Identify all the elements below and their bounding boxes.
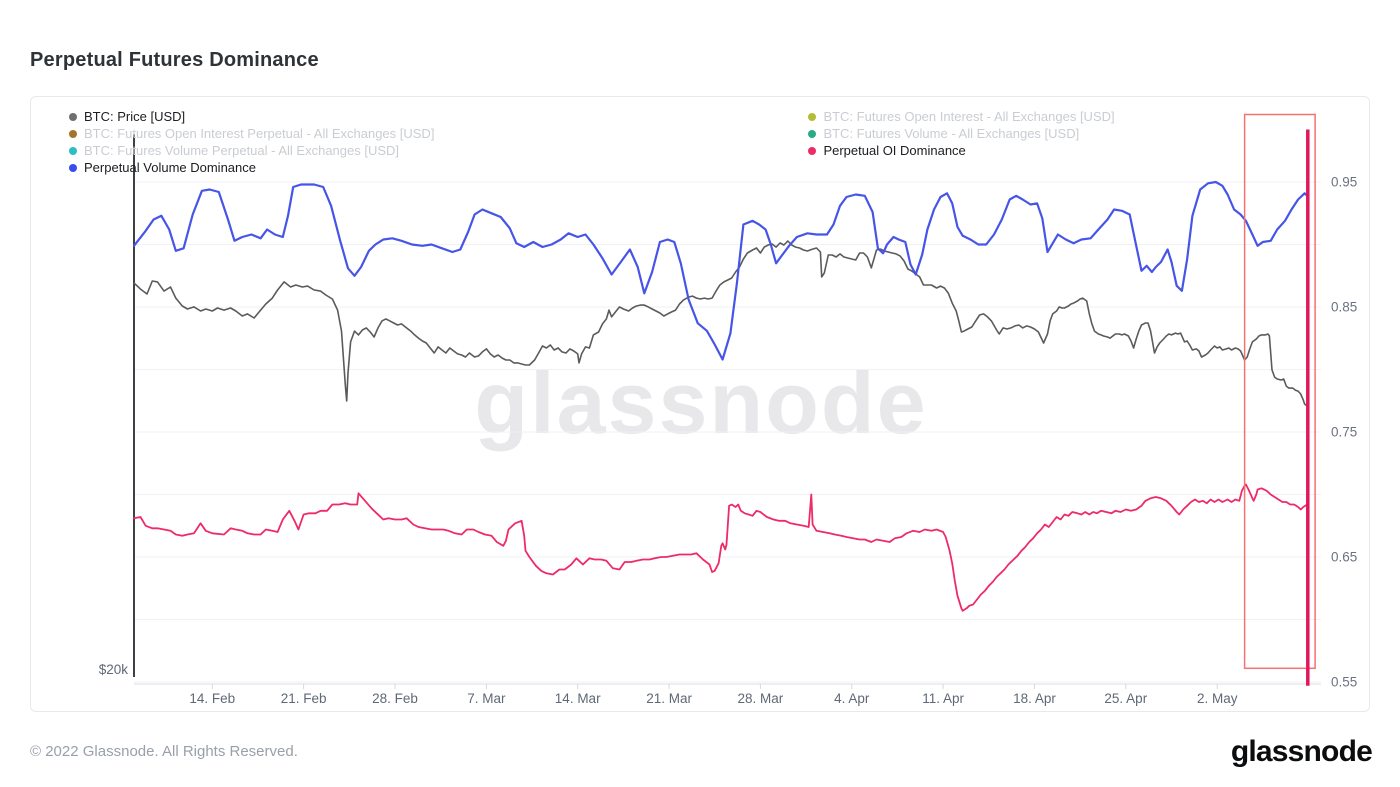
chart-canvas[interactable]: glassnode 14. Feb 21. Feb 28. Feb 7. Mar 14. …	[31, 97, 1369, 711]
series-dot-icon	[69, 163, 77, 172]
page-title: Perpetual Futures Dominance	[30, 49, 319, 72]
svg-text:0.85: 0.85	[1331, 300, 1357, 315]
svg-text:0.65: 0.65	[1331, 550, 1357, 565]
svg-text:0.95: 0.95	[1331, 175, 1357, 190]
svg-text:28. Feb: 28. Feb	[372, 691, 418, 706]
svg-text:28. Mar: 28. Mar	[738, 691, 784, 706]
legend-item-label: Perpetual Volume Dominance	[84, 160, 256, 175]
legend-item-label: BTC: Futures Open Interest - All Exchang…	[823, 109, 1115, 124]
svg-text:glassnode: glassnode	[474, 353, 927, 452]
legend-column-2: BTC: Futures Open Interest - All Exchang…	[808, 108, 1115, 176]
svg-text:21. Mar: 21. Mar	[646, 691, 692, 706]
legend-item-btc-futures-volume-perpetual-all-exchanges-usd[interactable]: BTC: Futures Volume Perpetual - All Exch…	[69, 142, 434, 159]
svg-text:14. Feb: 14. Feb	[189, 691, 235, 706]
svg-text:11. Apr: 11. Apr	[922, 691, 964, 706]
legend-item-btc-futures-open-interest-all-exchanges-usd[interactable]: BTC: Futures Open Interest - All Exchang…	[808, 108, 1115, 125]
legend-item-btc-futures-volume-all-exchanges-usd[interactable]: BTC: Futures Volume - All Exchanges [USD…	[808, 125, 1114, 142]
svg-text:21. Feb: 21. Feb	[281, 691, 327, 706]
series-dot-icon	[808, 129, 817, 138]
svg-text:0.55: 0.55	[1331, 675, 1357, 690]
legend-item-label: Perpetual OI Dominance	[823, 143, 966, 158]
legend-item-perpetual-oi-dominance[interactable]: Perpetual OI Dominance	[808, 142, 1114, 159]
chart-card: glassnode 14. Feb 21. Feb 28. Feb 7. Mar 14. …	[30, 96, 1370, 712]
svg-text:$20k: $20k	[99, 662, 129, 677]
svg-text:2. May: 2. May	[1197, 691, 1238, 706]
footer-copyright: © 2022 Glassnode. All Rights Reserved.	[30, 743, 298, 760]
legend-column-1: BTC: Price [USD] BTC: Futures Open Intere…	[69, 108, 434, 176]
svg-text:4. Apr: 4. Apr	[834, 691, 870, 706]
svg-text:18. Apr: 18. Apr	[1013, 691, 1056, 706]
series-dot-icon	[69, 129, 77, 138]
glassnode-logo: glassnode	[1230, 735, 1373, 768]
series-dot-icon	[808, 112, 817, 121]
svg-text:14. Mar: 14. Mar	[555, 691, 601, 706]
legend-item-btc-price-usd[interactable]: BTC: Price [USD]	[69, 108, 434, 125]
legend-item-label: BTC: Futures Volume Perpetual - All Exch…	[84, 143, 400, 158]
legend-item-label: BTC: Price [USD]	[84, 109, 186, 124]
legend-item-label: BTC: Futures Open Interest Perpetual - A…	[84, 126, 435, 141]
series-dot-icon	[808, 146, 817, 155]
svg-text:0.75: 0.75	[1331, 425, 1357, 440]
legend-item-perpetual-volume-dominance[interactable]: Perpetual Volume Dominance	[69, 159, 434, 176]
series-dot-icon	[69, 112, 77, 121]
legend-item-btc-futures-open-interest-perpetual-all-exchanges-usd[interactable]: BTC: Futures Open Interest Perpetual - A…	[69, 125, 434, 142]
svg-text:25. Apr: 25. Apr	[1104, 691, 1147, 706]
svg-text:7. Mar: 7. Mar	[467, 691, 506, 706]
legend-item-label: BTC: Futures Volume - All Exchanges [USD…	[823, 126, 1080, 141]
series-dot-icon	[69, 146, 77, 155]
chart-legend: BTC: Price [USD] BTC: Futures Open Intere…	[69, 108, 1115, 176]
